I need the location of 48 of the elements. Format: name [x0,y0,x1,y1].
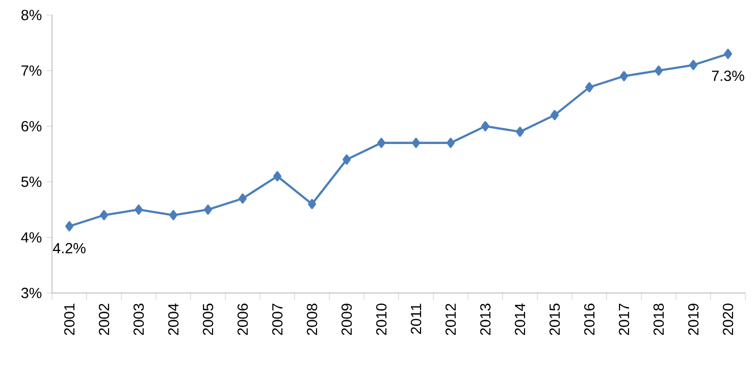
x-tick-label: 2002 [98,304,110,335]
point [550,110,559,120]
x-tick-label: 2016 [584,304,595,335]
point [724,48,732,59]
x-tick-label: 2017 [618,304,630,335]
point [342,154,351,165]
y-tick-label: 4% [21,232,42,243]
x-tick-label: 2012 [445,304,456,335]
x-tick-label: 2008 [306,304,318,335]
point [620,71,628,82]
point [100,210,108,220]
x-tick-label: 2001 [64,304,75,335]
point [134,204,143,215]
x-tick-label: 2013 [480,304,491,335]
point [446,138,455,148]
point [516,126,524,137]
point [308,198,316,210]
x-tick-label: 2010 [376,304,387,335]
y-tick-label: 7% [22,65,42,76]
y-tick-label: 3% [21,288,42,298]
x-tick-label: 2007 [272,304,283,335]
x-tick-label: 2004 [168,303,179,335]
annotation: 4.2% [52,242,86,254]
point [412,138,420,148]
point [585,82,594,92]
point [377,138,386,148]
x-tick-label: 2014 [514,303,526,335]
x-tick-label: 2019 [688,304,699,335]
x-tick-label: 2005 [202,304,214,335]
x-tick-label: 2003 [134,304,144,335]
y-tick-label: 5% [21,176,42,187]
point [65,221,74,232]
point [238,193,247,204]
point [481,121,490,132]
x-tick-label: 2009 [341,304,352,335]
x-tick-label: 2015 [549,304,560,335]
x-tick-label: 2006 [237,304,248,335]
point [689,60,698,70]
x-tick-label: 2018 [653,304,664,335]
y-tick-label: 6% [22,121,42,132]
point [169,210,178,220]
x-tick-label: 2011 [410,304,422,334]
x-tick-label: 2020 [722,304,734,335]
y-tick-label: 8% [21,10,42,20]
point [204,204,212,215]
point [654,66,663,76]
annotation: 7.3% [712,70,744,82]
point [273,171,282,182]
